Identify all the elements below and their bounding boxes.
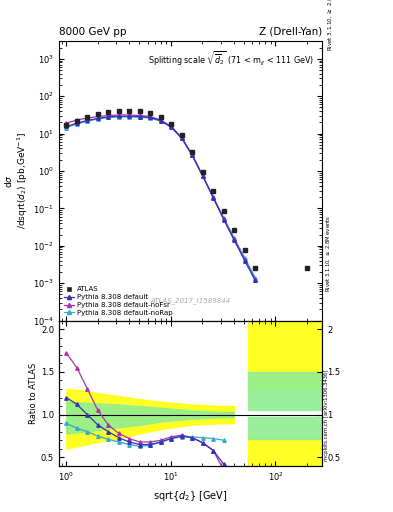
Text: Splitting scale $\sqrt{\overline{d}_2}$ (71 < m$_{ll}$ < 111 GeV): Splitting scale $\sqrt{\overline{d}_2}$ … bbox=[148, 49, 314, 68]
Text: mcplots.cern.ch [arXiv:1306.3436]: mcplots.cern.ch [arXiv:1306.3436] bbox=[324, 369, 329, 461]
X-axis label: sqrt{$d_2$} [GeV]: sqrt{$d_2$} [GeV] bbox=[153, 489, 228, 503]
Text: Rivet 3.1.10, $\geq$ 2.8M events: Rivet 3.1.10, $\geq$ 2.8M events bbox=[324, 215, 332, 292]
Text: Rivet 3.1.10, $\geq$ 2.8M events: Rivet 3.1.10, $\geq$ 2.8M events bbox=[326, 0, 334, 51]
Text: Z (Drell-Yan): Z (Drell-Yan) bbox=[259, 27, 322, 37]
Text: ATLAS_2017_I1589844: ATLAS_2017_I1589844 bbox=[151, 297, 231, 304]
Y-axis label: d$\sigma$
/dsqrt($d_2$) [pb,GeV$^{-1}$]: d$\sigma$ /dsqrt($d_2$) [pb,GeV$^{-1}$] bbox=[3, 132, 30, 229]
Legend: ATLAS, Pythia 8.308 default, Pythia 8.308 default-noFsr, Pythia 8.308 default-no: ATLAS, Pythia 8.308 default, Pythia 8.30… bbox=[62, 285, 174, 317]
Y-axis label: Ratio to ATLAS: Ratio to ATLAS bbox=[29, 362, 38, 424]
Text: 8000 GeV pp: 8000 GeV pp bbox=[59, 27, 127, 37]
